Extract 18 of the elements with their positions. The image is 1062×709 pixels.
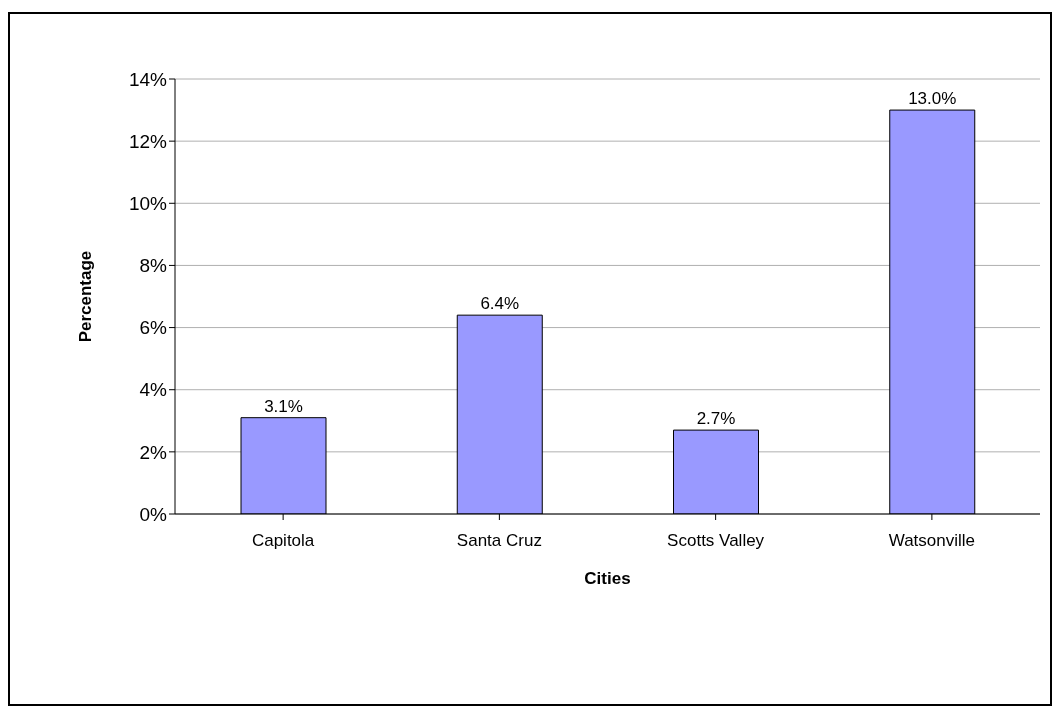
data-label: 2.7% xyxy=(696,409,736,429)
y-axis-title: Percentage xyxy=(76,250,96,343)
y-tick-label: 8% xyxy=(139,255,168,277)
y-tick-label: 2% xyxy=(139,441,168,463)
y-tick-label: 0% xyxy=(139,503,168,525)
x-tick-label: Santa Cruz xyxy=(456,531,542,551)
y-tick-label: 10% xyxy=(128,193,168,215)
y-tick-label: 12% xyxy=(128,130,168,152)
y-tick-label: 14% xyxy=(128,68,168,90)
x-tick-label: Scotts Valley xyxy=(667,531,765,551)
data-label: 13.0% xyxy=(908,89,957,109)
x-tick-label: Capitola xyxy=(251,531,315,551)
data-label: 3.1% xyxy=(264,396,303,416)
y-tick-label: 4% xyxy=(139,379,168,401)
data-label: 6.4% xyxy=(480,294,520,314)
x-axis-title: Cities xyxy=(584,569,631,588)
y-tick-label: 6% xyxy=(139,317,168,339)
x-tick-label: Watsonville xyxy=(888,531,976,551)
